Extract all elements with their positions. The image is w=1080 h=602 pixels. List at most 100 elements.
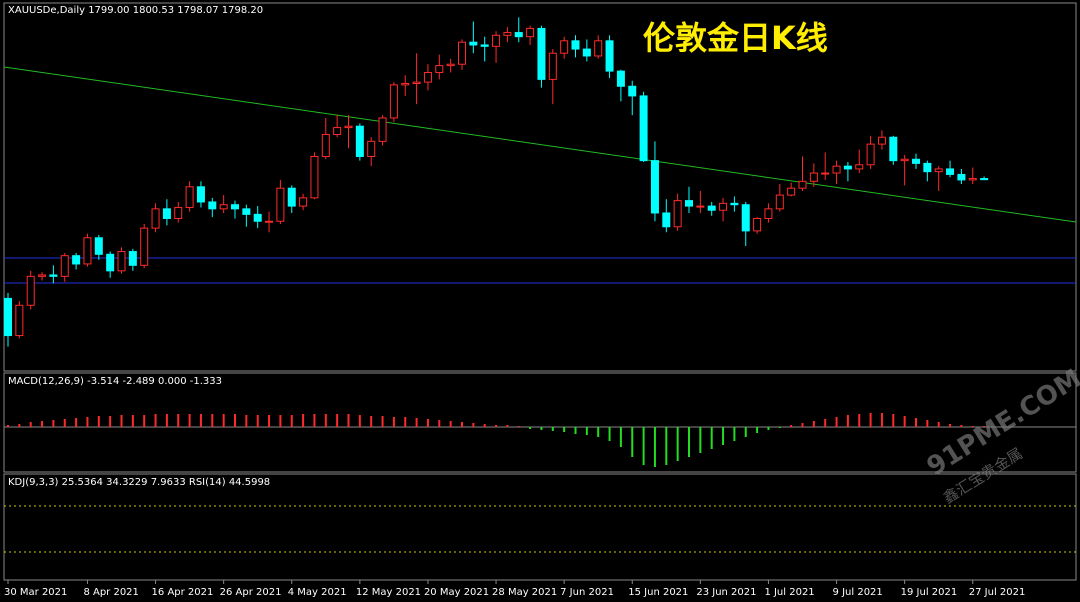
candle-body [72, 255, 81, 265]
x-tick-label: 26 Apr 2021 [220, 587, 282, 598]
candle-body [821, 172, 830, 175]
candle-body [650, 160, 659, 214]
x-tick-label: 27 Jul 2021 [969, 587, 1026, 598]
candle-body [185, 186, 194, 208]
candle-body [344, 125, 353, 129]
candle-body [128, 251, 137, 266]
candle-body [753, 217, 762, 232]
candle-body [242, 208, 251, 215]
candle-body [435, 65, 444, 73]
candle-body [730, 202, 739, 206]
candle-body [889, 136, 898, 162]
candle-body [616, 70, 625, 87]
candle-body [231, 204, 239, 210]
candle-body [923, 162, 932, 173]
chart-title: 伦敦金日K线 [643, 19, 828, 57]
x-tick-label: 16 Apr 2021 [152, 587, 214, 598]
candle-body [526, 27, 535, 38]
candle-body [571, 40, 580, 50]
candle-body [809, 172, 818, 182]
candle-body [775, 194, 784, 210]
candle-body [548, 52, 557, 80]
candle-body [946, 168, 955, 175]
candle-body [628, 85, 637, 97]
candle-body [900, 158, 909, 162]
candle-body [60, 255, 69, 277]
kdj-frame [3, 473, 1077, 581]
candle-body [503, 32, 512, 36]
x-tick-label: 19 Jul 2021 [901, 587, 958, 598]
candle-body [912, 158, 920, 164]
x-tick-label: 15 Jun 2021 [628, 587, 688, 598]
candle-body [764, 208, 773, 219]
candle-body [866, 143, 875, 166]
candle-body [741, 204, 750, 232]
x-tick-label: 7 Jun 2021 [560, 587, 614, 598]
candle-body [106, 253, 115, 272]
candle-body [389, 84, 398, 119]
main-frame [3, 2, 1077, 372]
candle-body [299, 197, 308, 207]
candle-body [38, 274, 47, 277]
candle-body [378, 117, 387, 142]
candle-body [321, 133, 330, 158]
candle-body [446, 63, 455, 67]
candle-body [310, 156, 319, 199]
x-tick-label: 8 Apr 2021 [83, 587, 138, 598]
x-tick-label: 28 May 2021 [492, 587, 557, 598]
candle-body [685, 200, 693, 207]
candle-body [855, 164, 864, 170]
candle-body [412, 81, 421, 85]
candle-body [934, 168, 943, 173]
candle-body [151, 208, 160, 229]
candle-body [174, 206, 183, 219]
x-tick-label: 30 Mar 2021 [4, 587, 67, 598]
candle-body [832, 165, 841, 174]
candle-body [537, 27, 546, 80]
candle-body [719, 202, 728, 211]
macd-frame [3, 372, 1077, 473]
candle-body [458, 41, 466, 65]
candle-body [83, 237, 92, 265]
x-tick-label: 1 Jul 2021 [764, 587, 814, 598]
candle-body [94, 237, 103, 255]
candle-body [492, 34, 501, 47]
x-tick-label: 23 Jun 2021 [696, 587, 756, 598]
candle-body [480, 44, 489, 47]
marks: 30 Mar 2021 8 Apr 2021 16 Apr 2021 26 Apr 2… [4, 17, 1025, 598]
candle-body [594, 40, 603, 57]
candle-body [582, 48, 591, 57]
candle-body [4, 297, 12, 337]
candle-body [162, 208, 171, 219]
candle-body [980, 178, 989, 181]
candle-body [673, 200, 682, 228]
candle-body [49, 274, 58, 277]
candle-body [798, 180, 807, 189]
trend-line [3, 66, 1077, 223]
kdj-label: KDJ(9,3,3) 25.5364 34.3229 7.9633 RSI(14… [8, 477, 270, 488]
x-tick-label: 12 May 2021 [356, 587, 421, 598]
candle-body [514, 32, 523, 38]
candle-body [560, 40, 569, 54]
candle-body [662, 212, 671, 228]
candle-body [696, 205, 705, 208]
candle-body [15, 304, 24, 337]
candle-body [605, 40, 614, 72]
candle-body [26, 275, 35, 306]
candle-body [401, 83, 410, 86]
candle-body [423, 71, 432, 83]
candle-body [196, 186, 205, 203]
candle-body [469, 41, 478, 46]
candle-body [957, 173, 966, 181]
candle-body [333, 127, 342, 135]
candle-body [968, 178, 977, 181]
x-tick-label: 4 May 2021 [288, 587, 347, 598]
candle-body [276, 187, 285, 222]
candle-body [877, 136, 886, 145]
candle-body [253, 213, 262, 222]
macd-label: MACD(12,26,9) -3.514 -2.489 0.000 -1.333 [8, 376, 222, 387]
info-label: XAUUSDe,Daily 1799.00 1800.53 1798.07 17… [8, 5, 263, 16]
x-tick-label: 9 Jul 2021 [833, 587, 883, 598]
candle-body [219, 204, 228, 210]
